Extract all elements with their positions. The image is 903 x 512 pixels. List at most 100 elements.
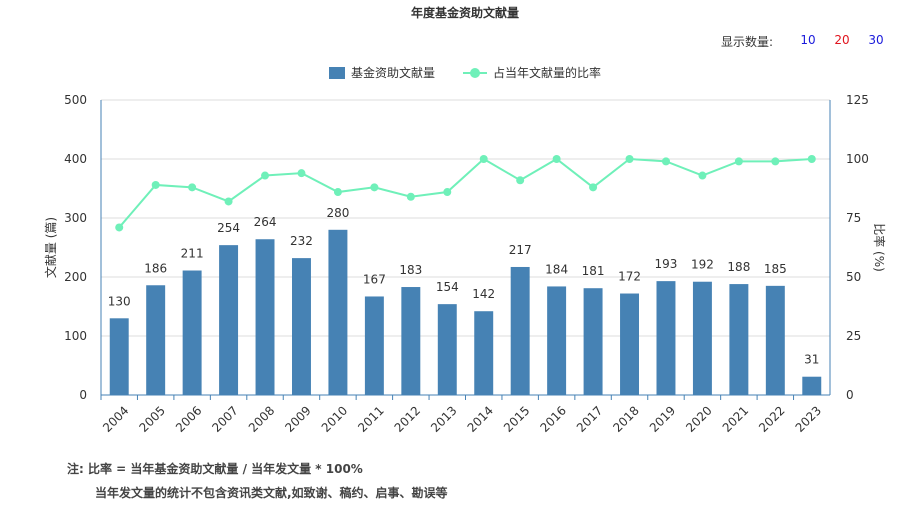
legend-line-swatch (463, 67, 487, 79)
x-tick-label: 2004 (100, 403, 131, 434)
bar-value-label: 217 (509, 243, 532, 257)
ratio-point (443, 188, 452, 197)
bar (291, 258, 311, 395)
y2-tick-label: 50 (846, 270, 861, 284)
x-tick-label: 2012 (392, 403, 423, 434)
ratio-point (151, 180, 160, 189)
x-tick-label: 2016 (537, 403, 568, 434)
ratio-point (734, 157, 743, 166)
bar-value-label: 254 (217, 221, 240, 235)
bar-value-label: 183 (399, 263, 422, 277)
y-tick-label: 200 (64, 270, 87, 284)
ratio-point (479, 155, 488, 163)
y2-tick-label: 125 (846, 93, 869, 107)
y2-tick-label: 100 (846, 152, 869, 166)
y-axis-title: 文献量 (篇) (43, 217, 58, 278)
ratio-point (297, 169, 306, 178)
ratio-point (589, 183, 598, 192)
ratio-point (625, 155, 634, 163)
display-count-option-30[interactable]: 30 (868, 33, 884, 47)
x-tick-label: 2011 (355, 403, 386, 434)
note-line-2: 当年发文量的统计不包含资讯类文献,如致谢、稿约、启事、勘误等 (95, 486, 448, 500)
y2-tick-label: 75 (846, 211, 861, 225)
display-count-option-20[interactable]: 20 (834, 33, 850, 47)
y-tick-label: 500 (64, 93, 87, 107)
display-count-label: 显示数量: (720, 35, 773, 49)
x-tick-label: 2020 (683, 403, 714, 434)
ratio-point (333, 188, 342, 197)
bar (146, 285, 166, 395)
y-tick-label: 400 (64, 152, 87, 166)
bar-value-label: 280 (326, 206, 349, 220)
bar-value-label: 188 (727, 260, 750, 274)
x-tick-label: 2008 (246, 403, 277, 434)
chart-legend: 基金资助文献量 占当年文献量的比率 (0, 64, 903, 81)
bar (437, 304, 457, 395)
ratio-point (115, 223, 124, 232)
x-tick-label: 2013 (428, 403, 459, 434)
bar (583, 288, 603, 395)
display-count-option-10[interactable]: 10 (800, 33, 816, 47)
x-tick-label: 2009 (282, 403, 313, 434)
x-tick-label: 2023 (793, 403, 824, 434)
ratio-point (698, 171, 707, 180)
bar-value-label: 185 (764, 262, 787, 276)
x-tick-label: 2014 (465, 403, 496, 434)
x-tick-label: 2022 (756, 403, 787, 434)
y-tick-label: 100 (64, 329, 87, 343)
legend-line-label: 占当年文献量的比率 (493, 66, 602, 80)
bar-value-label: 142 (472, 287, 495, 301)
bar (474, 311, 494, 395)
bar (765, 285, 785, 395)
x-tick-label: 2017 (574, 403, 605, 434)
x-tick-label: 2021 (720, 403, 751, 434)
bar (620, 293, 640, 395)
x-tick-label: 2005 (137, 403, 168, 434)
bar-value-label: 172 (618, 270, 641, 284)
x-tick-label: 2010 (319, 403, 350, 434)
x-tick-label: 2007 (209, 403, 240, 434)
y-tick-label: 0 (79, 388, 87, 402)
bar-value-label: 181 (582, 264, 605, 278)
ratio-point (807, 155, 816, 163)
ratio-line (118, 157, 812, 229)
legend-item-bar[interactable]: 基金资助文献量 (328, 64, 435, 81)
ratio-point (661, 157, 670, 166)
x-tick-label: 2018 (610, 403, 641, 434)
bar (182, 270, 202, 395)
bar (692, 281, 712, 395)
bar (401, 287, 421, 395)
ratio-point (516, 176, 525, 185)
legend-item-line[interactable]: 占当年文献量的比率 (463, 64, 601, 81)
bar (364, 296, 384, 395)
bar-value-label: 130 (108, 294, 131, 308)
x-tick-label: 2006 (173, 403, 204, 434)
bar (729, 284, 749, 395)
display-count-selector: 显示数量: 10 20 30 (721, 33, 893, 50)
chart-title: 年度基金资助文献量 (410, 6, 519, 20)
bar-value-label: 167 (363, 272, 386, 286)
bar (328, 229, 348, 395)
bar-value-label: 211 (181, 247, 204, 261)
ratio-point (406, 192, 415, 201)
bar-value-label: 192 (691, 258, 714, 272)
bar-value-label: 31 (804, 353, 819, 367)
chart-notes: 注: 比率 = 当年基金资助文献量 / 当年发文量 * 100% 当年发文量的统… (67, 457, 448, 505)
y2-axis-title: 比率 (%) (872, 223, 887, 272)
ratio-point (188, 183, 197, 192)
bar (802, 376, 822, 395)
bar-value-label: 154 (436, 280, 459, 294)
ratio-point (370, 183, 379, 192)
bar (547, 286, 567, 395)
ratio-point (552, 155, 561, 163)
bar-value-label: 264 (254, 215, 277, 229)
bar-value-label: 186 (144, 261, 167, 275)
y-tick-label: 300 (64, 211, 87, 225)
x-tick-label: 2019 (647, 403, 678, 434)
bar (510, 266, 530, 395)
legend-bar-label: 基金资助文献量 (350, 66, 435, 80)
bar-value-label: 184 (545, 262, 568, 276)
legend-bar-swatch (328, 66, 345, 79)
ratio-point (224, 197, 233, 206)
